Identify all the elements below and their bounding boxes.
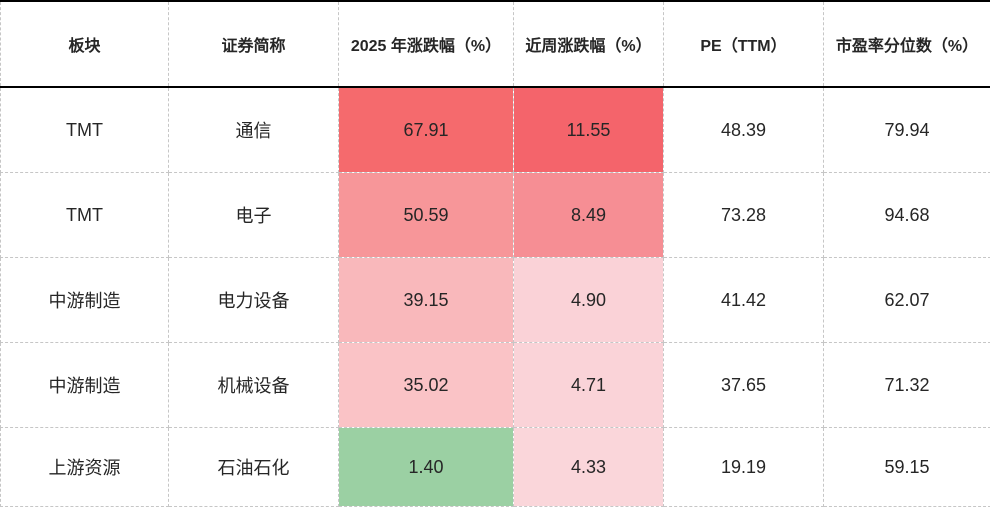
cell-name: 石油石化 xyxy=(168,427,339,507)
cell-pe-ttm: 48.39 xyxy=(663,87,824,173)
table-header: 板块 证券简称 2025 年涨跌幅（%） 近周涨跌幅（%） PE（TTM） 市盈… xyxy=(0,0,990,88)
cell-week-change: 4.71 xyxy=(513,342,664,428)
cell-sector: 中游制造 xyxy=(0,257,169,343)
cell-name: 电子 xyxy=(168,172,339,258)
table-row: 上游资源 石油石化 1.40 4.33 19.19 59.15 xyxy=(0,427,990,507)
cell-week-change: 11.55 xyxy=(513,87,664,173)
table-row: 中游制造 机械设备 35.02 4.71 37.65 71.32 xyxy=(0,342,990,428)
header-pe-percentile: 市盈率分位数（%） xyxy=(823,0,990,88)
cell-pe-ttm: 37.65 xyxy=(663,342,824,428)
cell-name: 机械设备 xyxy=(168,342,339,428)
cell-pe-percentile: 79.94 xyxy=(823,87,990,173)
cell-name: 电力设备 xyxy=(168,257,339,343)
header-week-change: 近周涨跌幅（%） xyxy=(513,0,664,88)
cell-pe-percentile: 71.32 xyxy=(823,342,990,428)
cell-sector: 上游资源 xyxy=(0,427,169,507)
header-pe-ttm: PE（TTM） xyxy=(663,0,824,88)
header-row: 板块 证券简称 2025 年涨跌幅（%） 近周涨跌幅（%） PE（TTM） 市盈… xyxy=(0,0,990,88)
cell-week-change: 4.90 xyxy=(513,257,664,343)
cell-pe-percentile: 62.07 xyxy=(823,257,990,343)
cell-name: 通信 xyxy=(168,87,339,173)
cell-pe-ttm: 19.19 xyxy=(663,427,824,507)
table-row: 中游制造 电力设备 39.15 4.90 41.42 62.07 xyxy=(0,257,990,343)
cell-sector: 中游制造 xyxy=(0,342,169,428)
header-ytd-change: 2025 年涨跌幅（%） xyxy=(338,0,514,88)
cell-pe-ttm: 73.28 xyxy=(663,172,824,258)
cell-ytd-change: 39.15 xyxy=(338,257,514,343)
cell-sector: TMT xyxy=(0,172,169,258)
cell-sector: TMT xyxy=(0,87,169,173)
header-security-name: 证券简称 xyxy=(168,0,339,88)
cell-ytd-change: 67.91 xyxy=(338,87,514,173)
cell-ytd-change: 50.59 xyxy=(338,172,514,258)
cell-week-change: 4.33 xyxy=(513,427,664,507)
table-body: TMT 通信 67.91 11.55 48.39 79.94 TMT 电子 50.59 8.49 7… xyxy=(0,87,990,507)
header-sector: 板块 xyxy=(0,0,169,88)
cell-ytd-change: 35.02 xyxy=(338,342,514,428)
cell-pe-percentile: 59.15 xyxy=(823,427,990,507)
cell-pe-ttm: 41.42 xyxy=(663,257,824,343)
table-row: TMT 通信 67.91 11.55 48.39 79.94 xyxy=(0,87,990,173)
cell-week-change: 8.49 xyxy=(513,172,664,258)
cell-pe-percentile: 94.68 xyxy=(823,172,990,258)
cell-ytd-change: 1.40 xyxy=(338,427,514,507)
table-row: TMT 电子 50.59 8.49 73.28 94.68 xyxy=(0,172,990,258)
